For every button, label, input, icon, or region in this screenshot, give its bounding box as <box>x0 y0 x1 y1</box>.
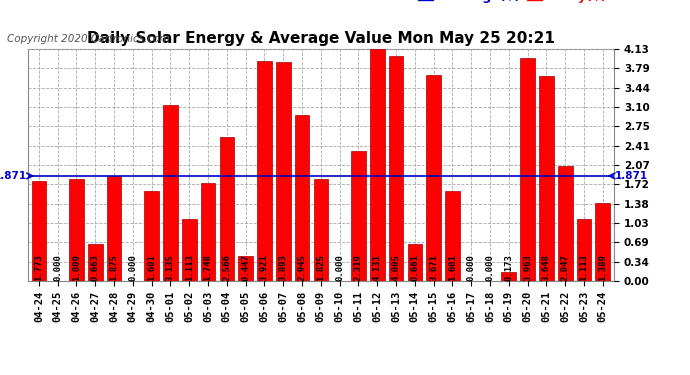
Bar <box>182 219 197 281</box>
Bar <box>295 116 309 281</box>
Text: 1.601: 1.601 <box>147 254 156 280</box>
Text: 0.000: 0.000 <box>53 254 62 280</box>
Text: 0.663: 0.663 <box>91 254 100 280</box>
Bar <box>107 176 121 281</box>
Text: 3.893: 3.893 <box>279 254 288 280</box>
Legend: Average($), Daily($): Average($), Daily($) <box>417 0 608 3</box>
Text: 4.131: 4.131 <box>373 254 382 280</box>
Bar <box>502 272 516 281</box>
Bar <box>595 203 610 281</box>
Text: 0.000: 0.000 <box>466 254 475 280</box>
Title: Daily Solar Energy & Average Value Mon May 25 20:21: Daily Solar Energy & Average Value Mon M… <box>87 31 555 46</box>
Text: 2.319: 2.319 <box>354 254 363 280</box>
Text: 3.135: 3.135 <box>166 254 175 280</box>
Text: 1.871: 1.871 <box>615 171 648 181</box>
Bar <box>238 256 253 281</box>
Bar <box>144 191 159 281</box>
Text: 1.389: 1.389 <box>598 254 607 280</box>
Text: 2.047: 2.047 <box>561 254 570 280</box>
Bar <box>32 182 46 281</box>
Bar <box>313 178 328 281</box>
Text: 1.113: 1.113 <box>185 254 194 280</box>
Bar <box>69 179 83 281</box>
Bar <box>351 151 366 281</box>
Bar <box>577 219 591 281</box>
Bar <box>219 137 234 281</box>
Text: 3.963: 3.963 <box>523 254 532 280</box>
Text: 1.113: 1.113 <box>580 254 589 280</box>
Bar <box>163 105 178 281</box>
Text: 0.000: 0.000 <box>335 254 344 280</box>
Text: Copyright 2020 Cartronics.com: Copyright 2020 Cartronics.com <box>7 34 170 44</box>
Text: 1.748: 1.748 <box>204 254 213 280</box>
Text: 2.566: 2.566 <box>222 254 231 280</box>
Text: 1.825: 1.825 <box>316 254 326 280</box>
Bar <box>88 244 103 281</box>
Text: 4.005: 4.005 <box>391 254 400 280</box>
Text: 0.173: 0.173 <box>504 254 513 280</box>
Text: 2.945: 2.945 <box>297 254 306 280</box>
Bar <box>201 183 215 281</box>
Text: 1.809: 1.809 <box>72 254 81 280</box>
Text: 3.921: 3.921 <box>260 254 269 280</box>
Bar <box>558 166 573 281</box>
Text: 3.648: 3.648 <box>542 254 551 280</box>
Text: 0.447: 0.447 <box>241 254 250 280</box>
Bar <box>539 76 554 281</box>
Bar <box>276 62 290 281</box>
Bar <box>426 75 441 281</box>
Text: 1.601: 1.601 <box>448 254 457 280</box>
Text: 0.000: 0.000 <box>128 254 137 280</box>
Bar <box>445 191 460 281</box>
Text: 1.875: 1.875 <box>110 254 119 280</box>
Bar <box>388 56 404 281</box>
Bar <box>257 60 272 281</box>
Bar <box>370 49 384 281</box>
Text: 1.773: 1.773 <box>34 254 43 280</box>
Text: 0.000: 0.000 <box>486 254 495 280</box>
Text: 1.871: 1.871 <box>0 171 27 181</box>
Text: 0.661: 0.661 <box>411 254 420 280</box>
Bar <box>408 244 422 281</box>
Bar <box>520 58 535 281</box>
Text: 3.671: 3.671 <box>429 254 438 280</box>
